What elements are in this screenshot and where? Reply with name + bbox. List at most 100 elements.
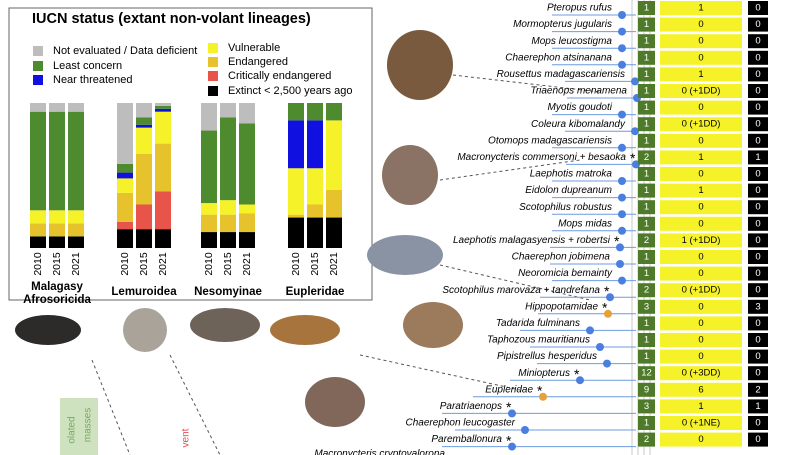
tip-node [618, 11, 626, 19]
bar-segment [307, 103, 323, 121]
extinct-cell: 0 [755, 169, 760, 180]
status-cell: 0 [698, 252, 703, 263]
count-box [638, 233, 655, 248]
extinct-box [748, 366, 768, 381]
extinct-box [748, 183, 768, 198]
bar-segment [288, 214, 304, 218]
tip-node [631, 127, 639, 136]
tip-node [596, 343, 604, 351]
bar-segment [326, 120, 342, 190]
status-box [660, 67, 742, 82]
bar-segment [201, 232, 217, 248]
bar-segment [220, 232, 236, 248]
extinct-box [748, 316, 768, 331]
taxon-note: * [506, 432, 512, 448]
status-cell: 0 [698, 135, 703, 146]
animal-photo [387, 30, 453, 100]
legend-label: Vulnerable [228, 42, 280, 54]
count-box [638, 67, 655, 82]
taxon-name: Pipistrellus hesperidus [497, 351, 597, 362]
status-cell: 0 [698, 318, 703, 329]
tip-node [616, 260, 624, 268]
extinct-cell: 0 [755, 285, 760, 296]
extinct-cell: 0 [755, 218, 760, 229]
legend-label: Extinct < 2,500 years ago [228, 85, 352, 97]
bar-segment [155, 143, 171, 192]
taxon-name: Laephotis malagasyensis + robertsi [453, 235, 611, 246]
count-box [638, 266, 655, 281]
bar-segment [220, 103, 236, 118]
extinct-cell: 0 [755, 19, 760, 30]
status-cell: 0 [698, 335, 703, 346]
animal-photo [367, 235, 443, 275]
x-tick-label: 2021 [241, 252, 253, 276]
group-label: Lemuroidea [111, 286, 177, 298]
count-box [638, 183, 655, 198]
count-box [638, 117, 655, 132]
taxon-name: Pteropus rufus [547, 3, 612, 14]
extinct-cell: 1 [755, 401, 760, 412]
status-cell: 0 [698, 202, 703, 213]
status-box [660, 150, 742, 165]
tip-node [521, 426, 529, 434]
taxon-note: * [614, 233, 620, 249]
bar-segment [49, 223, 65, 237]
extinct-box [748, 416, 768, 430]
group-label: Afrosoricida [23, 294, 91, 306]
status-box [660, 200, 742, 215]
extinct-box [748, 1, 768, 15]
status-box [660, 283, 742, 298]
bar-segment [136, 127, 152, 154]
bar-segment [288, 217, 304, 248]
status-box [660, 333, 742, 347]
bar-segment [307, 204, 323, 218]
bar-segment [117, 178, 133, 193]
taxon-name: Scotophilus robustus [519, 202, 612, 213]
status-cell: 0 [698, 301, 703, 312]
count-box [638, 366, 655, 381]
status-cell: 0 (+1DD) [682, 86, 721, 97]
count-cell: 1 [644, 102, 649, 113]
legend-label: Endangered [228, 56, 288, 68]
taxon-name: Triaenops menamena [530, 86, 627, 97]
count-cell: 1 [644, 218, 649, 229]
bar-segment [155, 229, 171, 248]
legend-label: Near threatened [53, 74, 133, 86]
count-cell: 2 [644, 152, 649, 163]
bar-segment [155, 191, 171, 230]
x-tick-label: 2010 [290, 252, 302, 276]
count-box [638, 34, 655, 49]
count-cell: 1 [644, 318, 649, 329]
x-tick-label: 2015 [309, 252, 321, 276]
count-box [638, 167, 655, 181]
count-cell: 1 [644, 135, 649, 146]
tip-node [586, 326, 594, 335]
fragment-label: masses [83, 408, 94, 442]
taxon-name: Chaerephon leucogaster [405, 418, 515, 429]
bar-segment [239, 123, 255, 205]
bar-segment [136, 153, 152, 205]
status-cell: 1 [698, 152, 703, 163]
bar-segment [30, 210, 46, 224]
bar-segment [117, 103, 133, 164]
extinct-box [748, 150, 768, 165]
count-cell: 1 [644, 52, 649, 63]
chart-title: IUCN status (extant non-volant lineages) [32, 11, 311, 27]
legend-swatch [33, 61, 43, 71]
taxon-note: * [574, 366, 580, 382]
bar-segment [136, 103, 152, 118]
legend-label: Least concern [53, 60, 122, 72]
status-box [660, 34, 742, 49]
count-box [638, 399, 655, 414]
extinct-cell: 2 [755, 384, 760, 395]
count-box [638, 100, 655, 115]
animal-photo [270, 315, 340, 345]
tip-node [606, 293, 614, 302]
extinct-cell: 0 [755, 252, 760, 263]
x-tick-label: 2010 [203, 252, 215, 276]
taxon-name: Taphozous mauritianus [487, 335, 590, 346]
status-cell: 0 [698, 351, 703, 362]
count-box [638, 200, 655, 215]
bar-segment [307, 217, 323, 248]
